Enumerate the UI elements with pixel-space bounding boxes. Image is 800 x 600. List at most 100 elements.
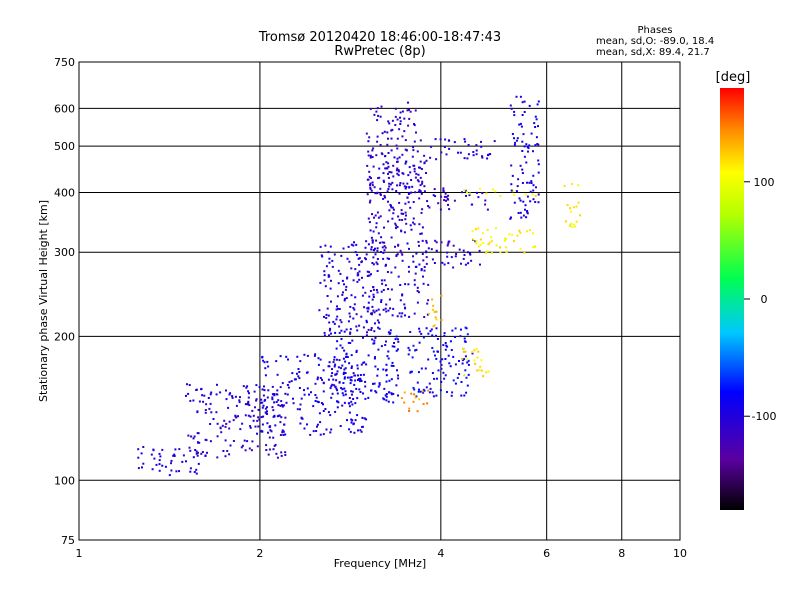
echo-point: [330, 332, 332, 335]
echo-point: [505, 250, 508, 253]
echo-point: [210, 411, 213, 414]
echo-point: [486, 228, 489, 231]
echo-point: [495, 244, 498, 247]
echo-point: [406, 242, 409, 245]
echo-point: [224, 455, 227, 458]
echo-point: [362, 286, 365, 289]
echo-point: [383, 241, 386, 244]
echo-point: [350, 365, 353, 368]
echo-point: [336, 305, 338, 308]
echo-point: [435, 310, 438, 313]
echo-point: [330, 279, 332, 282]
echo-point: [388, 209, 391, 212]
echo-point: [394, 266, 397, 269]
echo-point: [328, 329, 331, 332]
echo-point: [424, 367, 427, 370]
echo-point: [229, 392, 232, 395]
echo-point: [447, 139, 450, 142]
echo-point: [334, 410, 337, 413]
echo-point: [499, 251, 502, 254]
echo-point: [388, 122, 391, 125]
echo-point: [254, 425, 257, 428]
echo-point: [343, 297, 346, 300]
echo-point: [495, 227, 497, 230]
echo-point: [338, 359, 341, 362]
echo-point: [427, 205, 430, 207]
echo-point: [391, 206, 394, 209]
echo-point: [392, 212, 395, 215]
echo-point: [462, 347, 465, 350]
echo-point: [161, 448, 164, 451]
echo-point: [408, 349, 411, 352]
echo-point: [189, 467, 192, 470]
echo-point: [537, 125, 539, 128]
echo-point: [364, 291, 367, 294]
echo-point: [350, 376, 353, 379]
echo-point: [460, 262, 462, 265]
echo-point: [384, 155, 387, 157]
echo-point: [395, 335, 398, 338]
echo-point: [313, 354, 316, 357]
echo-point: [265, 449, 268, 451]
echo-point: [403, 303, 406, 306]
echo-point: [443, 146, 446, 148]
echo-point: [393, 342, 395, 344]
echo-point: [266, 422, 269, 425]
echo-point: [423, 154, 426, 157]
echo-point: [579, 214, 581, 217]
echo-point: [481, 232, 484, 235]
echo-point: [333, 358, 336, 361]
echo-point: [384, 344, 387, 346]
echo-point: [518, 123, 521, 126]
echo-point: [425, 159, 428, 162]
x-tick-label: 2: [256, 547, 263, 560]
echo-point: [423, 185, 426, 188]
echo-point: [261, 401, 264, 404]
echo-point: [408, 247, 410, 250]
echo-point: [416, 410, 419, 413]
echo-point: [526, 211, 529, 214]
echo-point: [369, 154, 372, 157]
echo-point: [383, 226, 385, 229]
echo-point: [178, 470, 180, 473]
chart-subtitle: RwPretec (8p): [334, 44, 425, 59]
echo-point: [537, 100, 540, 103]
echo-point: [355, 325, 358, 328]
echo-point: [155, 463, 158, 466]
echo-point: [434, 239, 437, 242]
echo-point: [381, 282, 384, 285]
chart-title: Tromsø 20120420 18:46:00-18:47:43: [258, 30, 501, 45]
echo-point: [369, 156, 372, 159]
echo-point: [385, 263, 387, 266]
colorbar: [720, 88, 744, 510]
echo-point: [466, 358, 469, 361]
echo-point: [203, 394, 206, 397]
echo-point: [469, 252, 471, 255]
echo-point: [321, 378, 323, 381]
echo-point: [282, 404, 285, 407]
echo-point: [376, 291, 379, 294]
echo-point: [423, 162, 426, 165]
echo-point: [344, 367, 347, 370]
echo-point: [216, 383, 218, 386]
echo-point: [317, 401, 320, 404]
echo-point: [439, 389, 442, 392]
echo-point: [406, 109, 409, 112]
echo-point: [271, 406, 274, 409]
echo-point: [454, 327, 457, 330]
echo-point: [522, 200, 525, 203]
echo-point: [375, 110, 378, 113]
echo-point: [451, 329, 454, 332]
echo-point: [537, 193, 540, 196]
echo-point: [273, 444, 276, 447]
echo-point: [404, 202, 407, 205]
echo-point: [209, 393, 212, 396]
echo-point: [382, 179, 385, 182]
echo-point: [471, 352, 474, 355]
echo-point: [255, 399, 258, 402]
echo-point: [401, 312, 404, 315]
echo-point: [472, 238, 475, 241]
echo-point: [399, 182, 402, 184]
echo-point: [400, 212, 403, 215]
echo-point: [526, 146, 529, 148]
